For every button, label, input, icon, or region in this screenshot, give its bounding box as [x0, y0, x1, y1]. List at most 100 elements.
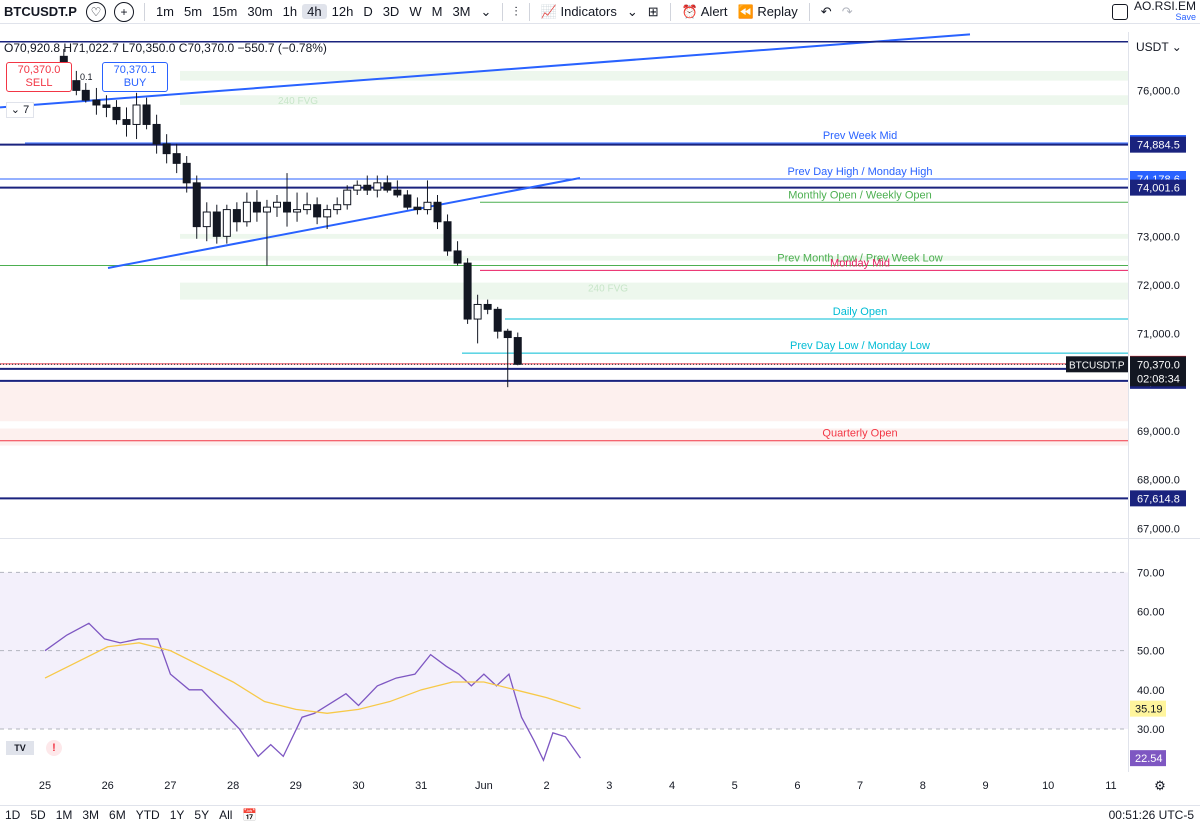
calendar-range-icon[interactable]: 📅	[242, 807, 258, 822]
candle-body	[152, 123, 161, 145]
range-1y[interactable]: 1Y	[169, 807, 185, 822]
chart-canvas[interactable]: 240 FVG 240 FVG Prev Week Mid Prev Day High…	[0, 0, 1200, 805]
candle-body	[463, 262, 472, 320]
chevron-down-icon[interactable]: ⌄	[626, 3, 638, 19]
ohlc-legend: O70,920.8 H71,022.7 L70,350.0 C70,370.0 …	[4, 41, 327, 55]
fvg-zone	[180, 255, 1128, 261]
rewind-icon: ⏪	[737, 3, 754, 19]
price-tick: 69,000.0	[1137, 426, 1180, 438]
indicator-count: 7	[23, 104, 30, 116]
price-tick: 71,000.0	[1137, 329, 1180, 341]
price-label: 74,884.5	[1137, 140, 1180, 152]
candle-body	[112, 106, 121, 121]
price-label-bg	[1130, 179, 1186, 196]
candle-body	[172, 153, 181, 164]
alert-button[interactable]: ⏰ Alert	[677, 4, 733, 20]
interval-4h[interactable]: 4h	[302, 4, 327, 19]
candle-body	[202, 211, 211, 228]
indicators-label: Indicators	[560, 3, 617, 19]
rsi-value: 22.54	[1135, 753, 1163, 765]
replay-button[interactable]: ⏪ Replay	[733, 4, 803, 20]
interval-5m[interactable]: 5m	[184, 4, 203, 19]
checkbox-square-icon[interactable]	[1111, 4, 1128, 20]
interval-15m[interactable]: 15m	[212, 4, 238, 19]
chevron-down-icon[interactable]: ⌄	[480, 3, 492, 19]
price-label-bg	[1130, 136, 1186, 153]
sell-price: 70,370.0	[17, 64, 61, 76]
candle-body	[333, 204, 342, 211]
settings-gear-icon: ⚙	[1154, 778, 1166, 793]
range-3m[interactable]: 3M	[82, 807, 100, 822]
price-scale-divider	[1128, 32, 1129, 772]
indicators-button[interactable]: 📈 Indicators	[536, 4, 622, 20]
candle-body	[313, 204, 322, 218]
undo-icon[interactable]: ↶	[820, 3, 832, 19]
candle-body	[323, 209, 332, 218]
range-6m[interactable]: 6M	[109, 807, 126, 822]
level-label: Prev Day Low / Monday Low	[790, 340, 930, 352]
toolbar-divider	[502, 2, 504, 21]
sell-button[interactable]: 70,370.0 SELL	[6, 62, 72, 92]
time-tick: 3	[606, 780, 612, 792]
time-tick: 11	[1105, 780, 1116, 792]
candle-body	[242, 201, 251, 223]
interval-30m[interactable]: 30m	[247, 4, 273, 19]
candle-body	[503, 330, 512, 339]
candle-body	[443, 221, 452, 252]
toolbar-divider	[808, 2, 810, 21]
replay-label: Replay	[757, 3, 798, 19]
interval-d[interactable]: D	[363, 4, 373, 19]
time-tick: 4	[669, 780, 675, 792]
level-label: Quarterly Open	[822, 428, 897, 440]
candle-body	[393, 189, 402, 196]
candle-type-icon[interactable]: ⫶	[514, 3, 518, 19]
interval-3d[interactable]: 3D	[382, 4, 400, 19]
interval-list: 1m 5m 15m 30m 1h 4h 12h D 3D W M 3M	[151, 4, 476, 19]
range-5d[interactable]: 5D	[30, 807, 46, 822]
interval-3m[interactable]: 3M	[452, 4, 471, 19]
price-label: 74,001.6	[1137, 183, 1180, 195]
time-tick: 30	[352, 780, 364, 792]
range-ytd[interactable]: YTD	[135, 807, 160, 822]
currency-selector[interactable]: USDT ⌄	[1136, 40, 1182, 54]
tradingview-logo[interactable]: TV	[6, 741, 34, 755]
buy-button[interactable]: 70,370.1 BUY	[102, 62, 168, 92]
price-tick: 67,000.0	[1137, 523, 1180, 535]
redo-icon[interactable]: ↷	[841, 3, 853, 19]
range-all[interactable]: All	[219, 807, 233, 822]
candle-body	[222, 209, 231, 237]
rsi-value-bg	[1130, 700, 1166, 717]
demand-zone	[0, 428, 1128, 446]
candle-body	[303, 204, 312, 211]
candle-body	[232, 209, 241, 223]
interval-m[interactable]: M	[431, 4, 443, 19]
interval-1m[interactable]: 1m	[155, 4, 175, 19]
toolbar-divider	[669, 2, 671, 21]
fvg-zone	[180, 233, 1128, 239]
symbol-search[interactable]: BTCUSDT.P	[4, 4, 77, 19]
clock[interactable]: 00:51:26 UTC-5	[1108, 808, 1194, 822]
heart-icon[interactable]: ♡	[85, 1, 106, 22]
range-1d[interactable]: 1D	[5, 807, 21, 822]
warning-icon[interactable]: !	[46, 740, 62, 756]
layout-save[interactable]: AO.RSI.EM Save	[1134, 0, 1200, 23]
candle-body	[122, 119, 131, 125]
time-tick: 10	[1042, 780, 1054, 792]
indicator-collapse-button[interactable]: ⌄ 7	[6, 102, 34, 118]
interval-12h[interactable]: 12h	[331, 4, 354, 19]
level-label: Prev Week Mid	[823, 130, 897, 142]
interval-w[interactable]: W	[409, 4, 422, 19]
pane-divider[interactable]	[0, 538, 1200, 539]
currency-label: USDT	[1136, 40, 1169, 54]
range-1m[interactable]: 1M	[55, 807, 73, 822]
candle-body	[513, 337, 522, 365]
interval-1h[interactable]: 1h	[282, 4, 298, 19]
layout-grid-icon[interactable]: ⊞	[647, 3, 659, 19]
range-5y[interactable]: 5Y	[194, 807, 210, 822]
price-label-bg	[1130, 490, 1186, 507]
plus-circle-icon[interactable]: +	[113, 1, 134, 22]
time-tick: 28	[227, 780, 239, 792]
trend-line	[107, 176, 581, 269]
time-tick: 2	[544, 780, 550, 792]
level-label: Daily Open	[833, 306, 887, 318]
